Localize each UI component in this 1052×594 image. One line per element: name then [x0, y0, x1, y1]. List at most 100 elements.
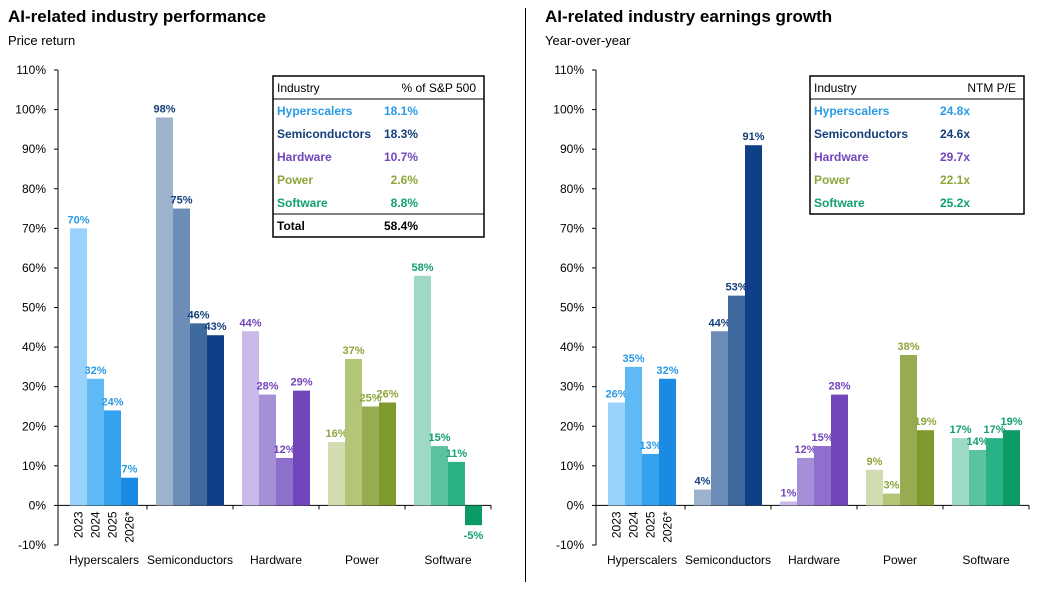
data-label: 17% [949, 424, 971, 436]
table-row-value: 24.6x [940, 127, 970, 141]
table-row-name: Semiconductors [277, 127, 371, 141]
bar [87, 378, 104, 506]
bar [276, 457, 293, 506]
data-label: 19% [1000, 416, 1022, 428]
table-row-value: 18.1% [384, 104, 418, 118]
data-label: 35% [622, 353, 644, 365]
data-label: 91% [742, 131, 764, 143]
category-label: Hardware [788, 553, 840, 567]
y-tick-label: 80% [560, 182, 584, 196]
bar [969, 450, 986, 506]
data-label: 3% [884, 480, 900, 492]
category-label: Hyperscalers [607, 553, 677, 567]
bar [70, 228, 87, 506]
data-label: 28% [828, 381, 850, 393]
data-label: 32% [656, 365, 678, 377]
year-label: 2025 [644, 511, 658, 538]
bar [431, 446, 448, 506]
bar [121, 477, 138, 506]
y-tick-label: -10% [18, 538, 46, 552]
table-row-name: Power [277, 173, 313, 187]
y-tick-label: 10% [22, 459, 46, 473]
bar [625, 366, 642, 506]
y-tick-label: 20% [22, 419, 46, 433]
summary-table [809, 75, 1025, 215]
table-header: Industry [277, 81, 320, 95]
bar [293, 390, 310, 506]
table-row-name: Hardware [814, 150, 869, 164]
table-header: Industry [814, 81, 857, 95]
y-tick-label: 10% [560, 459, 584, 473]
y-tick-label: 100% [15, 103, 46, 117]
data-label: 53% [725, 282, 747, 294]
bar [952, 438, 969, 506]
bar [883, 493, 900, 506]
table-row-value: 10.7% [384, 150, 418, 164]
table-row-name: Hyperscalers [814, 104, 890, 118]
bar [173, 208, 190, 506]
data-label: 44% [239, 317, 261, 329]
table-row-value: 8.8% [391, 196, 419, 210]
data-label: 14% [966, 436, 988, 448]
bar [328, 442, 345, 506]
table-header: NTM P/E [967, 81, 1016, 95]
y-tick-label: 50% [22, 301, 46, 315]
chart-title: AI-related industry performance [8, 7, 266, 26]
year-label: 2024 [627, 511, 641, 538]
data-label: 43% [204, 321, 226, 333]
y-tick-label: 80% [22, 182, 46, 196]
table-row-name: Hyperscalers [277, 104, 353, 118]
bar [797, 457, 814, 506]
data-label: 26% [605, 389, 627, 401]
y-tick-label: 40% [560, 340, 584, 354]
data-label: 46% [187, 309, 209, 321]
year-label: 2026* [123, 511, 137, 543]
y-tick-label: 20% [560, 419, 584, 433]
table-total-value: 58.4% [384, 219, 418, 233]
chart-title: AI-related industry earnings growth [545, 7, 833, 26]
bar [448, 461, 465, 506]
data-label: 16% [325, 428, 347, 440]
bar [831, 394, 848, 506]
data-label: 32% [84, 365, 106, 377]
table-header: % of S&P 500 [402, 81, 477, 95]
bar [242, 331, 259, 506]
category-label: Power [883, 553, 917, 567]
panel-divider [525, 8, 526, 582]
table-row-name: Semiconductors [814, 127, 908, 141]
year-label: 2023 [72, 511, 86, 538]
bar [207, 335, 224, 506]
y-tick-label: 70% [560, 221, 584, 235]
category-label: Semiconductors [147, 553, 233, 567]
table-row-value: 25.2x [940, 196, 970, 210]
bar [986, 438, 1003, 506]
data-label: 75% [170, 195, 192, 207]
y-tick-label: 110% [554, 63, 584, 77]
bar [259, 394, 276, 506]
data-label: 70% [67, 214, 89, 226]
bar [866, 469, 883, 506]
data-label: 24% [101, 396, 123, 408]
data-label: 19% [914, 416, 936, 428]
category-label: Hardware [250, 553, 302, 567]
summary-table [272, 75, 485, 238]
data-label: 17% [983, 424, 1005, 436]
data-label: 15% [428, 432, 450, 444]
y-tick-label: 70% [22, 221, 46, 235]
data-label: -5% [464, 530, 484, 542]
bar [379, 402, 396, 506]
data-label: 44% [708, 317, 730, 329]
bar [814, 446, 831, 506]
y-tick-label: 60% [560, 261, 584, 275]
data-label: 28% [256, 381, 278, 393]
table-row-value: 24.8x [940, 104, 970, 118]
bar [156, 117, 173, 506]
table-row-name: Hardware [277, 150, 332, 164]
bar [608, 402, 625, 506]
category-label: Power [345, 553, 379, 567]
earnings-growth-panel: AI-related industry earnings growth Year… [537, 0, 1052, 594]
data-label: 15% [811, 432, 833, 444]
table-row-value: 29.7x [940, 150, 970, 164]
year-label: 2025 [106, 511, 120, 538]
bar [190, 323, 207, 506]
